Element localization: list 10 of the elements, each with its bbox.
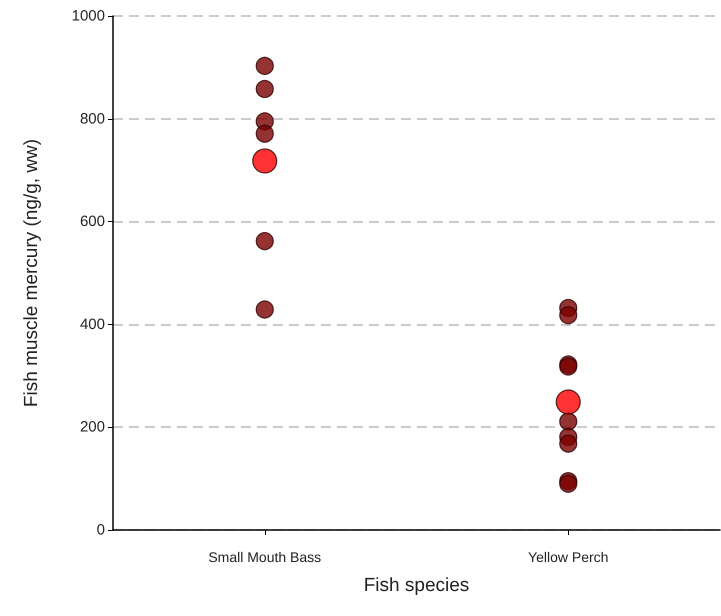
y-tick-label: 0 xyxy=(96,522,105,538)
y-tick-label: 1000 xyxy=(72,8,105,24)
x-tick-label: Yellow Perch xyxy=(528,549,608,565)
x-tick-label: Small Mouth Bass xyxy=(208,549,322,565)
y-tick-label: 800 xyxy=(80,110,105,128)
x-axis-title: Fish species xyxy=(364,575,470,596)
y-tick-label: 200 xyxy=(80,418,105,436)
y-axis-title: Fish muscle mercury (ng/g, ww) xyxy=(21,138,42,408)
y-tick-label: 400 xyxy=(80,316,105,333)
y-tick-label: 600 xyxy=(80,213,105,230)
